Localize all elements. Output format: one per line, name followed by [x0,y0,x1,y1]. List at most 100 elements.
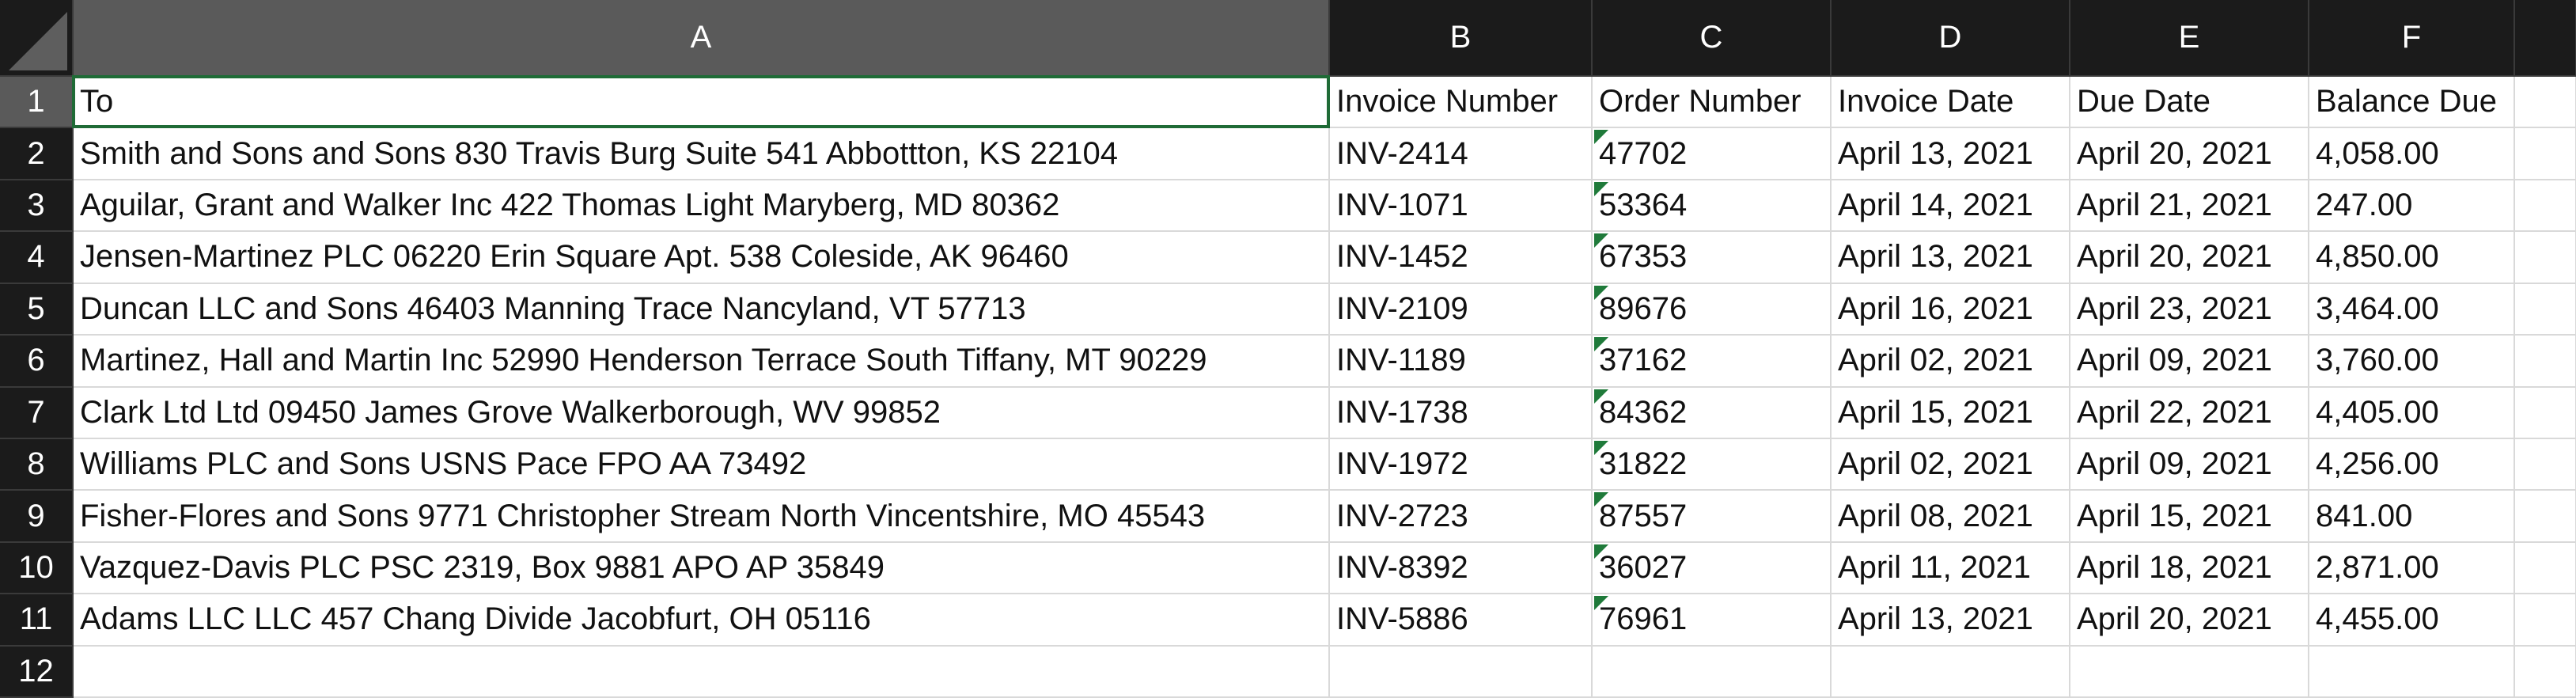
cell-c8[interactable]: 31822 [1592,438,1832,491]
select-all-corner[interactable] [0,0,74,78]
cell-g1[interactable] [2514,76,2576,129]
cell-d9[interactable]: April 08, 2021 [1831,490,2070,543]
cell-e5[interactable]: April 23, 2021 [2070,283,2309,336]
cell-f6[interactable]: 3,760.00 [2309,335,2515,388]
cell-f5[interactable]: 3,464.00 [2309,283,2515,336]
cell-c3[interactable]: 53364 [1592,179,1832,233]
cell-a12[interactable] [73,645,1330,698]
cell-d1[interactable]: Invoice Date [1831,76,2070,129]
cell-d2[interactable]: April 13, 2021 [1831,127,2070,180]
cell-e4[interactable]: April 20, 2021 [2070,231,2309,284]
cell-d11[interactable]: April 13, 2021 [1831,594,2070,647]
row-header-10[interactable]: 10 [0,541,74,595]
row-header-9[interactable]: 9 [0,490,74,543]
cell-g11[interactable] [2514,594,2576,647]
cell-c10[interactable]: 36027 [1592,541,1832,595]
cell-c1[interactable]: Order Number [1592,76,1832,129]
cell-c11[interactable]: 76961 [1592,594,1832,647]
cell-a4[interactable]: Jensen-Martinez PLC 06220 Erin Square Ap… [73,231,1330,284]
cell-c9[interactable]: 87557 [1592,490,1832,543]
cell-f3[interactable]: 247.00 [2309,179,2515,233]
cell-g5[interactable] [2514,283,2576,336]
cell-e10[interactable]: April 18, 2021 [2070,541,2309,595]
cell-e1[interactable]: Due Date [2070,76,2309,129]
cell-d3[interactable]: April 14, 2021 [1831,179,2070,233]
cell-g12[interactable] [2514,645,2576,698]
cell-b9[interactable]: INV-2723 [1329,490,1593,543]
column-header-e[interactable]: E [2070,0,2309,78]
cell-d6[interactable]: April 02, 2021 [1831,335,2070,388]
cell-b2[interactable]: INV-2414 [1329,127,1593,180]
cell-e12[interactable] [2070,645,2309,698]
cell-d7[interactable]: April 15, 2021 [1831,386,2070,439]
cell-a8[interactable]: Williams PLC and Sons USNS Pace FPO AA 7… [73,438,1330,491]
cell-a3[interactable]: Aguilar, Grant and Walker Inc 422 Thomas… [73,179,1330,233]
cell-d12[interactable] [1831,645,2070,698]
cell-b4[interactable]: INV-1452 [1329,231,1593,284]
cell-g2[interactable] [2514,127,2576,180]
cell-e6[interactable]: April 09, 2021 [2070,335,2309,388]
column-header-c[interactable]: C [1592,0,1832,78]
cell-a6[interactable]: Martinez, Hall and Martin Inc 52990 Hend… [73,335,1330,388]
cell-c6[interactable]: 37162 [1592,335,1832,388]
cell-g8[interactable] [2514,438,2576,491]
cell-e11[interactable]: April 20, 2021 [2070,594,2309,647]
cell-f4[interactable]: 4,850.00 [2309,231,2515,284]
cell-e7[interactable]: April 22, 2021 [2070,386,2309,439]
cell-f7[interactable]: 4,405.00 [2309,386,2515,439]
row-header-5[interactable]: 5 [0,283,74,336]
cell-b7[interactable]: INV-1738 [1329,386,1593,439]
cell-c2[interactable]: 47702 [1592,127,1832,180]
cell-d5[interactable]: April 16, 2021 [1831,283,2070,336]
cell-b1[interactable]: Invoice Number [1329,76,1593,129]
cell-b5[interactable]: INV-2109 [1329,283,1593,336]
cell-b3[interactable]: INV-1071 [1329,179,1593,233]
column-header-f[interactable]: F [2309,0,2515,78]
cell-e8[interactable]: April 09, 2021 [2070,438,2309,491]
cell-f1[interactable]: Balance Due [2309,76,2515,129]
cell-d4[interactable]: April 13, 2021 [1831,231,2070,284]
cell-d10[interactable]: April 11, 2021 [1831,541,2070,595]
cell-a1[interactable]: To [72,75,1330,129]
row-header-8[interactable]: 8 [0,438,74,491]
cell-g7[interactable] [2514,386,2576,439]
row-header-1[interactable]: 1 [0,76,74,129]
cell-e2[interactable]: April 20, 2021 [2070,127,2309,180]
cell-a7[interactable]: Clark Ltd Ltd 09450 James Grove Walkerbo… [73,386,1330,439]
cell-c5[interactable]: 89676 [1592,283,1832,336]
column-header-a[interactable]: A [73,0,1330,78]
cell-f11[interactable]: 4,455.00 [2309,594,2515,647]
cell-f12[interactable] [2309,645,2515,698]
cell-a10[interactable]: Vazquez-Davis PLC PSC 2319, Box 9881 APO… [73,541,1330,595]
row-header-11[interactable]: 11 [0,594,74,647]
cell-a5[interactable]: Duncan LLC and Sons 46403 Manning Trace … [73,283,1330,336]
cell-b10[interactable]: INV-8392 [1329,541,1593,595]
cell-c4[interactable]: 67353 [1592,231,1832,284]
cell-b11[interactable]: INV-5886 [1329,594,1593,647]
cell-g10[interactable] [2514,541,2576,595]
cell-c7[interactable]: 84362 [1592,386,1832,439]
cell-g9[interactable] [2514,490,2576,543]
cell-e3[interactable]: April 21, 2021 [2070,179,2309,233]
row-header-4[interactable]: 4 [0,231,74,284]
cell-f9[interactable]: 841.00 [2309,490,2515,543]
cell-b12[interactable] [1329,645,1593,698]
row-header-7[interactable]: 7 [0,386,74,439]
row-header-12[interactable]: 12 [0,645,74,698]
column-header-g[interactable] [2514,0,2576,78]
row-header-3[interactable]: 3 [0,179,74,233]
row-header-6[interactable]: 6 [0,335,74,388]
cell-e9[interactable]: April 15, 2021 [2070,490,2309,543]
cell-g4[interactable] [2514,231,2576,284]
cell-a11[interactable]: Adams LLC LLC 457 Chang Divide Jacobfurt… [73,594,1330,647]
cell-f2[interactable]: 4,058.00 [2309,127,2515,180]
cell-a9[interactable]: Fisher-Flores and Sons 9771 Christopher … [73,490,1330,543]
cell-g3[interactable] [2514,179,2576,233]
cell-c12[interactable] [1592,645,1832,698]
cell-f10[interactable]: 2,871.00 [2309,541,2515,595]
row-header-2[interactable]: 2 [0,127,74,180]
cell-f8[interactable]: 4,256.00 [2309,438,2515,491]
cell-b6[interactable]: INV-1189 [1329,335,1593,388]
cell-a2[interactable]: Smith and Sons and Sons 830 Travis Burg … [73,127,1330,180]
cell-d8[interactable]: April 02, 2021 [1831,438,2070,491]
